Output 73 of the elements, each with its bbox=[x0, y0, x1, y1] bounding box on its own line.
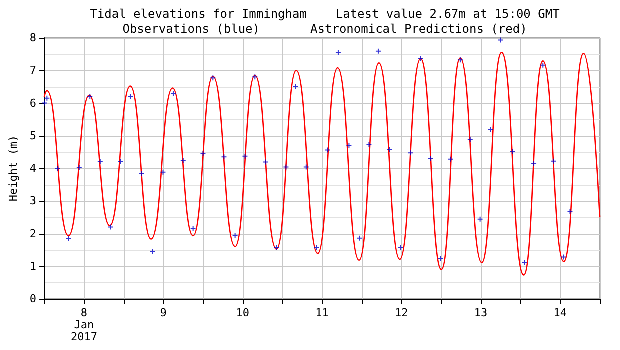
point bbox=[252, 74, 258, 80]
point bbox=[314, 245, 320, 250]
point bbox=[44, 96, 50, 101]
point bbox=[325, 148, 330, 153]
point bbox=[66, 236, 72, 242]
point bbox=[150, 249, 156, 254]
point bbox=[284, 164, 289, 170]
point bbox=[336, 50, 341, 56]
point bbox=[478, 216, 483, 222]
point bbox=[498, 38, 504, 43]
point bbox=[76, 165, 82, 170]
point bbox=[88, 94, 93, 100]
point bbox=[108, 224, 114, 230]
chart-title: Tidal elevations for Immingham Latest value 2.67m at 15:00 GMT bbox=[90, 7, 560, 21]
point bbox=[304, 164, 309, 170]
point bbox=[551, 158, 556, 164]
point bbox=[532, 161, 537, 166]
point bbox=[118, 159, 124, 164]
x-tick-label: 9 bbox=[160, 306, 167, 320]
point bbox=[366, 142, 372, 148]
point bbox=[522, 260, 528, 266]
x-tick-label: 8 Jan 2017 bbox=[70, 306, 98, 344]
point bbox=[98, 159, 103, 164]
y-tick-label: 6 bbox=[30, 96, 37, 110]
y-tick-label: 7 bbox=[30, 64, 37, 78]
point bbox=[170, 90, 176, 96]
chart-subtitle: Observations (blue) Astronomical Predictions (red) bbox=[122, 22, 528, 36]
y-tick-label: 0 bbox=[30, 292, 37, 306]
point bbox=[210, 76, 216, 81]
point bbox=[55, 166, 60, 171]
point bbox=[139, 172, 144, 177]
line-series bbox=[44, 52, 601, 276]
point bbox=[418, 56, 424, 62]
point bbox=[561, 254, 566, 260]
point bbox=[293, 84, 298, 90]
x-tick-label: 13 bbox=[474, 306, 488, 320]
point bbox=[190, 226, 196, 232]
point bbox=[346, 143, 352, 148]
point bbox=[42, 100, 48, 106]
point bbox=[357, 236, 362, 241]
point bbox=[160, 170, 166, 175]
y-tick-label: 8 bbox=[30, 32, 37, 44]
y-axis-title: Height (m) bbox=[7, 135, 20, 202]
point bbox=[200, 150, 206, 156]
point bbox=[222, 154, 227, 160]
point bbox=[568, 209, 573, 214]
point bbox=[458, 58, 463, 63]
point bbox=[510, 149, 516, 154]
point bbox=[448, 156, 454, 162]
point bbox=[468, 137, 473, 142]
point bbox=[428, 156, 434, 162]
point bbox=[387, 147, 392, 152]
x-tick-label: 14 bbox=[554, 306, 568, 320]
point bbox=[438, 256, 444, 262]
y-tick-label: 3 bbox=[30, 194, 37, 208]
point bbox=[488, 127, 494, 132]
x-tick-label: 10 bbox=[236, 306, 250, 320]
y-tick-label: 2 bbox=[30, 227, 37, 240]
point bbox=[128, 94, 133, 100]
y-tick-label: 4 bbox=[30, 162, 37, 175]
y-tick-label: 5 bbox=[30, 129, 37, 142]
point bbox=[540, 62, 546, 68]
x-tick-label: 11 bbox=[316, 306, 329, 320]
point bbox=[242, 154, 248, 159]
x-tick-label: 12 bbox=[394, 306, 408, 320]
y-tick-label: 1 bbox=[30, 260, 37, 273]
point bbox=[274, 245, 280, 250]
point bbox=[180, 158, 186, 164]
point bbox=[232, 234, 238, 239]
point bbox=[408, 150, 414, 156]
point bbox=[263, 160, 268, 165]
point bbox=[376, 48, 381, 54]
point bbox=[398, 245, 404, 250]
